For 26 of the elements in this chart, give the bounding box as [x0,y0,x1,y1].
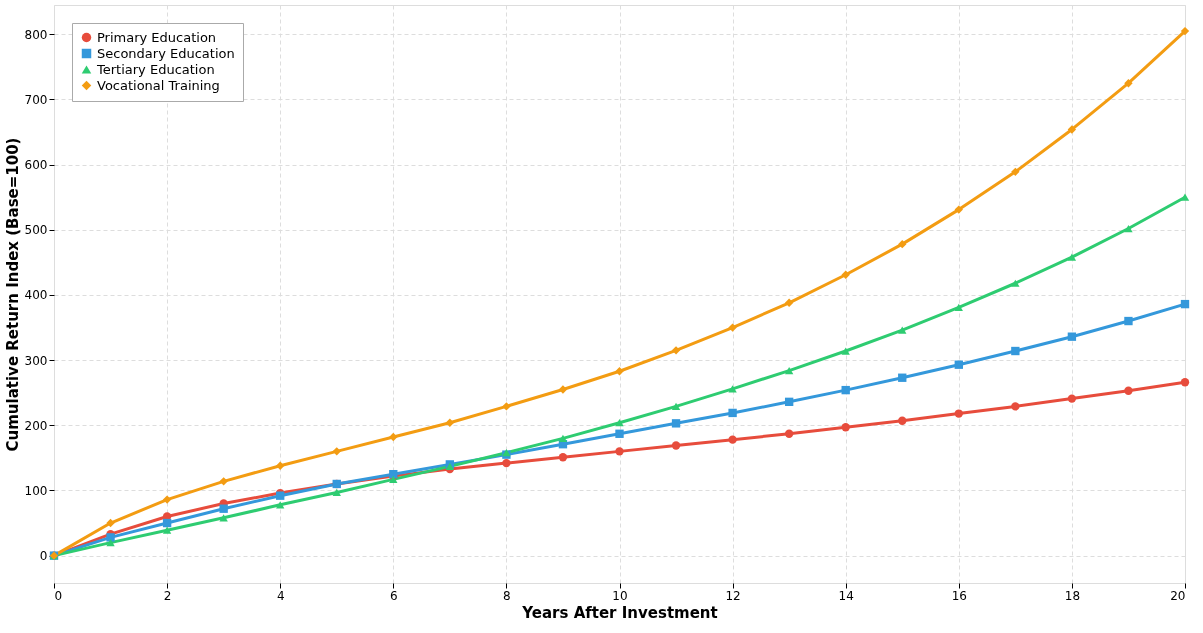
y-tick-label: 800 [24,27,48,42]
y-tick-label: 400 [24,288,48,303]
legend-label: Tertiary Education [96,61,215,77]
legend-label: Primary Education [97,29,217,45]
x-tick-label: 18 [1064,588,1081,603]
legend-label: Secondary Education [97,45,235,61]
x-tick-label: 2 [163,588,172,603]
x-axis-title: Years After Investment [521,603,718,622]
legend-label: Vocational Training [97,77,220,93]
x-tick-label: 8 [503,588,511,603]
x-tick-label: 16 [951,588,967,603]
x-tick-label: 6 [389,588,398,603]
x-tick-label: 20 [1170,588,1186,603]
x-tick-label: 0 [54,588,63,603]
y-tick-label: 200 [24,418,48,433]
x-tick-label: 14 [838,588,854,603]
x-tick-label: 12 [725,588,741,603]
y-tick-label: 700 [24,92,48,107]
y-tick-label: 500 [24,223,48,238]
x-tick-label: 10 [612,588,628,603]
y-axis-title: Cumulative Return Index (Base=100) [3,137,22,452]
y-tick-label: 100 [24,483,48,498]
y-tick-label: 0 [39,549,48,564]
y-tick-label: 300 [24,353,48,368]
x-tick-label: 4 [276,588,285,603]
y-tick-label: 600 [24,158,48,173]
